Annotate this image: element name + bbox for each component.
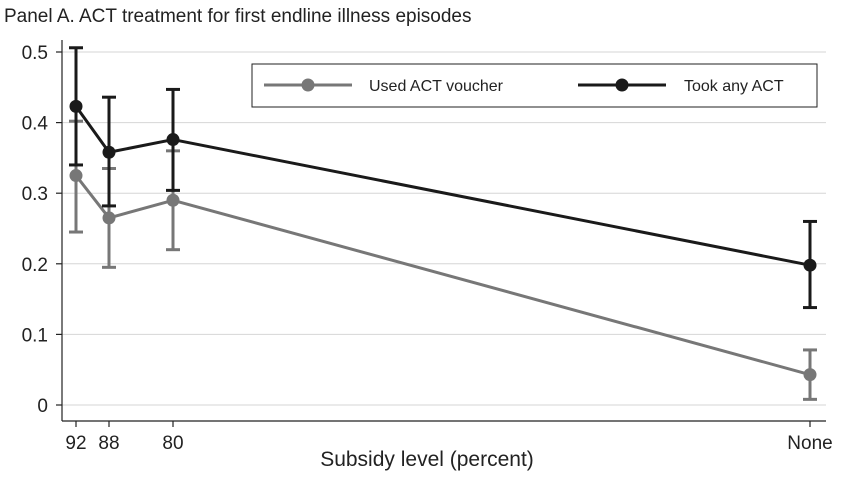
data-point [102,211,116,225]
legend: Used ACT voucher Took any ACT [251,63,818,108]
y-tick-label: 0.3 [22,184,48,205]
x-tick-label: None [787,433,832,454]
legend-label-voucher: Used ACT voucher [369,78,504,95]
data-point [803,368,817,382]
y-tick-label: 0.4 [22,114,49,135]
data-point [803,258,817,272]
series-took-any-act [69,46,817,310]
legend-marker-any-act [615,78,629,92]
y-tick-label: 0.2 [22,255,48,276]
data-point [102,145,116,159]
series-line [74,105,811,267]
x-axis-label: Subsidy level (percent) [320,448,534,471]
y-ticks: 0 0.1 0.2 0.3 0.4 0.5 [22,43,62,417]
data-point [69,99,83,113]
x-tick-label: 92 [65,433,86,454]
series-used-act-voucher [69,119,817,401]
axes [61,40,826,422]
x-tick-label: 80 [162,433,183,454]
series [69,46,817,401]
gridlines [62,51,826,406]
y-tick-label: 0.5 [22,43,48,64]
y-tick-label: 0.1 [22,325,48,346]
data-point [69,169,83,183]
chart-title: Panel A. ACT treatment for first endline… [4,6,472,27]
data-point [166,193,180,207]
series-line [74,174,811,377]
legend-label-any-act: Took any ACT [684,78,784,95]
legend-marker-voucher [301,78,315,92]
data-point [166,133,180,147]
y-tick-label: 0 [37,396,48,417]
x-tick-label: 88 [98,433,119,454]
x-ticks: 92 88 80 None [65,421,833,454]
